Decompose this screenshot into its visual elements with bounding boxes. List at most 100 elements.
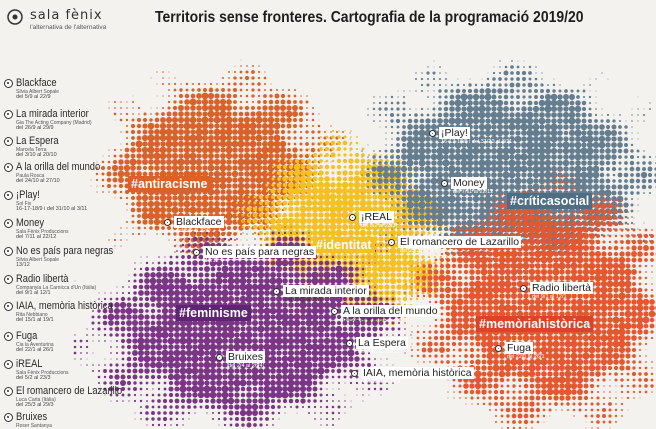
logo-name: sala fènix	[30, 8, 103, 23]
legend-item: iREAL Sala Fènix Produccions del 5/2 al 23…	[4, 358, 134, 383]
target-icon	[388, 239, 395, 246]
legend-item: ¡Play! Sol Fix 16-17-18/9 i del 31/10 al 3…	[4, 189, 134, 214]
logo-tagline: l'alternativa de l'alternativa	[30, 24, 107, 31]
target-icon	[520, 285, 527, 292]
legend-title: A la orilla del mundo	[16, 161, 101, 173]
target-icon	[495, 345, 502, 352]
event-date: del 25/3 al 29/3	[400, 248, 438, 254]
legend-date: del 9/1 al 12/1	[16, 290, 51, 296]
target-icon	[351, 370, 358, 377]
tag-antiracisme: #antiracisme	[128, 176, 211, 192]
legend-title: La mirada interior	[16, 108, 89, 120]
legend-date: del 22/1 al 26/1	[16, 347, 54, 353]
legend-date: del 3/10 al 20/10	[16, 152, 57, 158]
legend-item: Radio libertà Companyia La Carnicca d'Un …	[4, 273, 134, 298]
legend-item: El romancero de Lazarillo Luca Carta (Ità…	[4, 385, 134, 410]
legend-credit: Sol Fix	[16, 201, 32, 207]
legend-title: ¡Play!	[16, 189, 40, 201]
target-icon	[4, 360, 13, 369]
legend-date: del 25/3 al 29/3	[16, 402, 54, 408]
event-date: del 24/10 al 27/10	[343, 317, 387, 323]
event-date: del 15/1 al 19/1	[363, 379, 401, 385]
legend-item: A la orilla del mundo Paula Rosca del 24/1…	[4, 161, 134, 186]
event-date: 16-17-18/9 i del 31/10 al 3/11	[441, 139, 513, 145]
event-name: Fuga	[505, 342, 533, 354]
legend-item: IAIA, memòria històrica Rita Nebbiano del …	[4, 300, 134, 325]
tag-critica-social: #críticasocial	[507, 193, 593, 209]
legend-item: Blackface Silvia Albert Sopale del 5/9 al …	[4, 77, 134, 102]
target-icon	[216, 354, 223, 361]
event-date: del 22/1 al 26/1	[507, 354, 545, 360]
legend-date: del 7/11 al 22/12	[16, 234, 57, 240]
legend-title: Fuga	[16, 330, 38, 342]
target-icon	[4, 163, 13, 172]
legend-date: 16-17-18/9 i del 31/10 al 3/11	[16, 206, 88, 212]
event-name: La mirada interior	[283, 285, 369, 297]
legend-credit: Sala Fènix Produccions	[16, 370, 69, 376]
legend-title: La Espera	[16, 135, 59, 147]
event-date: del 3/10 al 20/10	[358, 349, 399, 355]
tag-identitat: #identitat	[313, 237, 375, 253]
legend-credit: Silvia Albert Sopale	[16, 89, 60, 95]
legend-date: del 5/2 al 23/3	[16, 375, 51, 381]
target-icon	[4, 79, 13, 88]
target-icon	[4, 275, 13, 284]
legend-item: Money Sala Fènix Produccions del 7/11 al 2…	[4, 217, 134, 242]
event-name: A la orilla del mundo	[341, 305, 440, 317]
event-name: La Espera	[356, 337, 408, 349]
target-icon	[164, 219, 171, 226]
legend-title: Radio libertà	[16, 273, 69, 285]
event-name: Blackface	[174, 216, 224, 228]
legend-date: del 24/10 al 27/10	[16, 178, 60, 184]
target-icon	[331, 308, 338, 315]
legend-title: Blackface	[16, 77, 57, 89]
tag-feminisme: #feminisme	[176, 305, 251, 321]
target-icon	[273, 288, 280, 295]
legend-credit: Paula Rosca	[16, 173, 45, 179]
legend-date: del 26/9 al 29/9	[16, 125, 54, 131]
event-name: ¡REAL	[359, 211, 394, 223]
event-date: del 5/9 al 22/9	[176, 228, 211, 234]
target-icon	[4, 137, 13, 146]
legend-title: iREAL	[16, 358, 43, 370]
legend-date: del 15/1 al 19/1	[16, 317, 54, 323]
target-icon	[346, 340, 353, 347]
event-date: del 26/9 al 29/9	[285, 297, 323, 303]
target-icon	[4, 219, 13, 228]
legend-credit: Gia The Acting Company (Madrid)	[16, 120, 92, 126]
legend-item: Bruixes Roser Santanya	[4, 411, 134, 429]
legend-title: El romancero de Lazarillo	[16, 385, 123, 397]
event-name: No es país para negras	[203, 246, 317, 258]
target-icon	[429, 130, 436, 137]
legend-title: Bruixes	[16, 411, 48, 423]
event-name: ¡Play!	[439, 127, 470, 139]
legend-title: Money	[16, 217, 45, 229]
event-date: del 5/2 al 23/3	[361, 223, 396, 229]
target-icon	[4, 387, 13, 396]
legend-title: No es país para negras	[16, 245, 114, 257]
legend-credit: Sala Fènix Produccions	[16, 229, 69, 235]
event-name: IAIA, memòria històrica	[361, 367, 474, 379]
event-date: del 2/4 al 26/4	[228, 363, 263, 369]
legend-date: 13/12	[16, 262, 30, 268]
legend-item: No es país para negras Silvia Albert Sopa…	[4, 245, 134, 270]
event-date: del 7/11 al 22/12	[453, 189, 494, 195]
legend-credit: Companyia La Carnicca d'Un (Itàlia)	[16, 285, 97, 291]
legend-item: La mirada interior Gia The Acting Company…	[4, 108, 134, 133]
event-name: Radio libertà	[530, 282, 593, 294]
legend-credit: Silvia Albert Sopale	[16, 257, 60, 263]
target-icon	[4, 302, 13, 311]
legend-date: del 5/9 al 22/9	[16, 94, 51, 100]
legend-credit: Roser Santanya	[16, 423, 52, 429]
legend-credit: Luca Carta (Itàlia)	[16, 397, 56, 403]
legend-credit: Cia la Aventurina	[16, 342, 54, 348]
target-icon	[349, 214, 356, 221]
event-name: Money	[451, 177, 487, 189]
legend-title: IAIA, memòria històrica	[16, 300, 113, 312]
legend-item: Fuga Cia la Aventurina del 22/1 al 26/1	[4, 330, 134, 355]
event-name: El romancero de Lazarillo	[398, 236, 522, 248]
target-icon	[441, 180, 448, 187]
target-icon	[4, 332, 13, 341]
target-icon	[4, 191, 13, 200]
